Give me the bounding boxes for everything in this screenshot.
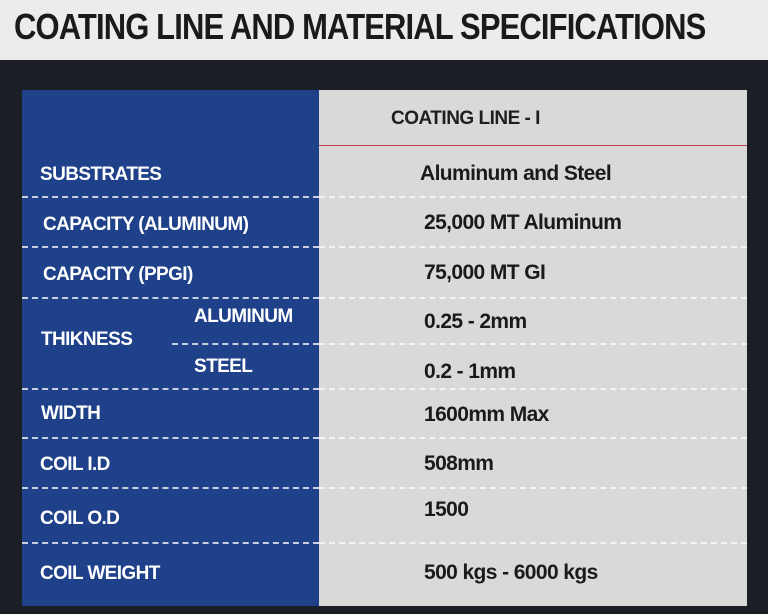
row-divider bbox=[319, 437, 747, 439]
row-label-capacity-ppgi: CAPACITY (PPGI) bbox=[43, 264, 193, 285]
row-value-thickness-steel: 0.2 - 1mm bbox=[424, 360, 516, 383]
row-label-capacity-aluminum: CAPACITY (ALUMINUM) bbox=[43, 214, 249, 235]
row-divider bbox=[22, 388, 319, 390]
row-divider bbox=[22, 487, 319, 489]
row-sublabel-aluminum: ALUMINUM bbox=[194, 306, 293, 327]
row-label-width: WIDTH bbox=[41, 403, 101, 424]
row-value-substrates: Aluminum and Steel bbox=[420, 162, 612, 185]
column-header: COATING LINE - I bbox=[391, 108, 540, 129]
title-band: COATING LINE AND MATERIAL SPECIFICATIONS bbox=[0, 0, 768, 60]
row-value-coil-id: 508mm bbox=[424, 452, 494, 475]
row-divider bbox=[22, 437, 319, 439]
row-label-coil-id: COIL I.D bbox=[40, 454, 110, 475]
row-divider bbox=[319, 196, 747, 198]
row-value-capacity-ppgi: 75,000 MT GI bbox=[424, 261, 546, 284]
row-value-coil-od: 1500 bbox=[424, 498, 469, 521]
row-label-thickness: THIKNESS bbox=[41, 329, 133, 350]
sub-row-divider bbox=[172, 343, 319, 345]
row-value-width: 1600mm Max bbox=[424, 403, 549, 426]
row-value-capacity-aluminum: 25,000 MT Aluminum bbox=[424, 211, 622, 234]
row-divider bbox=[319, 297, 747, 299]
row-divider bbox=[319, 487, 747, 489]
row-divider bbox=[319, 388, 747, 390]
row-divider bbox=[319, 246, 747, 248]
row-divider bbox=[22, 297, 319, 299]
sub-row-divider bbox=[319, 343, 747, 345]
row-label-coil-od: COIL O.D bbox=[40, 508, 120, 529]
row-divider bbox=[319, 542, 747, 544]
label-column bbox=[22, 90, 319, 606]
row-divider bbox=[22, 196, 319, 198]
value-column bbox=[319, 90, 747, 606]
row-divider bbox=[22, 246, 319, 248]
spec-table: COATING LINE - I SUBSTRATES Aluminum and… bbox=[22, 90, 747, 606]
row-value-thickness-aluminum: 0.25 - 2mm bbox=[424, 310, 527, 333]
header-divider bbox=[319, 145, 747, 146]
page-title: COATING LINE AND MATERIAL SPECIFICATIONS bbox=[14, 6, 706, 47]
row-divider bbox=[22, 542, 319, 544]
row-sublabel-steel: STEEL bbox=[194, 356, 253, 377]
row-label-substrates: SUBSTRATES bbox=[40, 164, 162, 185]
row-label-coil-weight: COIL WEIGHT bbox=[40, 563, 160, 584]
row-value-coil-weight: 500 kgs - 6000 kgs bbox=[424, 561, 598, 584]
